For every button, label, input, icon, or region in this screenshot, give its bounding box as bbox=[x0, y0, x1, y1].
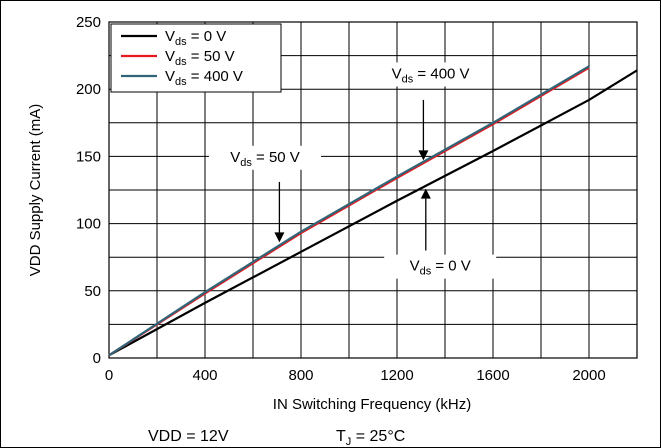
x-tick-label: 800 bbox=[288, 367, 313, 384]
annotation-arrow-head bbox=[274, 232, 285, 243]
y-tick-label: 150 bbox=[76, 148, 101, 165]
legend-label-1: Vds = 50 V bbox=[165, 48, 235, 68]
y-tick-label: 50 bbox=[84, 283, 101, 300]
y-tick-label: 100 bbox=[76, 216, 101, 233]
x-tick-label: 2000 bbox=[572, 367, 605, 384]
annotation-label: Vds = 0 V bbox=[410, 258, 471, 278]
y-axis-label: VDD Supply Current (mA) bbox=[27, 104, 44, 277]
plot-border bbox=[108, 21, 638, 359]
tick-labels: 0 400 800 1200 1600 2000 0 50 100 150 200 250 bbox=[76, 14, 606, 384]
y-tick-label: 250 bbox=[76, 14, 101, 31]
x-axis-label: IN Switching Frequency (kHz) bbox=[273, 396, 471, 413]
legend-label-2: Vds = 400 V bbox=[165, 68, 243, 88]
annotation-arrow-head bbox=[418, 150, 429, 161]
series-line-2 bbox=[108, 65, 590, 357]
annotation-label: Vds = 400 V bbox=[392, 65, 470, 85]
series-lines bbox=[108, 65, 638, 357]
series-line-0 bbox=[108, 69, 638, 357]
annotations: Vds = 400 V Vds = 50 V Vds = 0 V bbox=[209, 62, 497, 279]
grid-lines bbox=[108, 21, 638, 359]
y-tick-label: 0 bbox=[93, 350, 101, 367]
x-tick-label: 1200 bbox=[380, 367, 413, 384]
annotation-label-bg bbox=[384, 254, 497, 279]
y-tick-label: 200 bbox=[76, 81, 101, 98]
vdd-condition: VDD = 12V bbox=[148, 428, 229, 445]
legend-label-0: Vds = 0 V bbox=[165, 28, 226, 48]
annotation-label-bg bbox=[209, 145, 321, 170]
x-tick-label: 0 bbox=[105, 367, 113, 384]
x-tick-label: 1600 bbox=[476, 367, 509, 384]
annotation-label-bg bbox=[374, 62, 487, 87]
annotation-arrow-head bbox=[420, 188, 431, 199]
annotation-label: Vds = 50 V bbox=[230, 149, 300, 169]
tj-condition: TJ = 25°C bbox=[336, 428, 405, 448]
x-tick-label: 400 bbox=[192, 367, 217, 384]
